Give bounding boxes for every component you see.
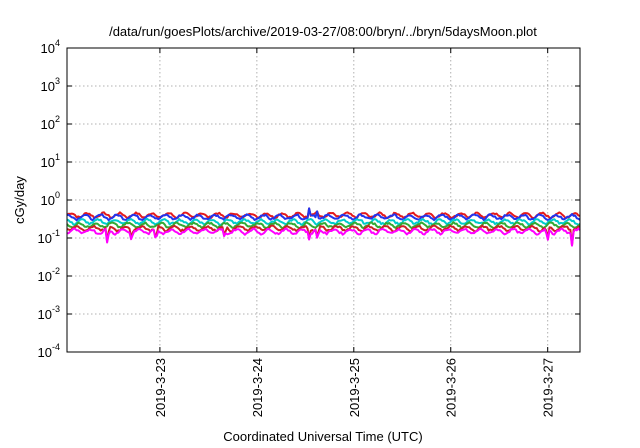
y-tick-label: 10-1 xyxy=(38,228,60,246)
grid xyxy=(67,48,580,352)
x-tick-label: 2019-3-25 xyxy=(347,358,362,417)
y-tick-label: 103 xyxy=(41,76,60,94)
x-tick-label: 2019-3-26 xyxy=(444,358,459,417)
y-tick-label: 104 xyxy=(41,38,60,56)
y-tick-label: 100 xyxy=(41,190,60,208)
y-tick-label: 10-4 xyxy=(38,342,60,360)
y-axis: 10-4 10-3 10-2 10-1 100 101 102 103 104 xyxy=(38,38,580,360)
series-line-3 xyxy=(66,217,581,226)
y-tick-label: 101 xyxy=(41,152,60,170)
x-tick-label: 2019-3-27 xyxy=(541,358,556,417)
series-group xyxy=(66,207,581,247)
chart-title: /data/run/goesPlots/archive/2019-03-27/0… xyxy=(109,24,537,39)
x-tick-label: 2019-3-24 xyxy=(250,358,265,417)
x-axis: 2019-3-23 2019-3-24 2019-3-25 2019-3-26 2019… xyxy=(153,48,556,417)
y-tick-label: 10-2 xyxy=(38,266,60,284)
x-axis-label: Coordinated Universal Time (UTC) xyxy=(223,429,422,444)
series-line-2 xyxy=(67,207,581,222)
series-line-5 xyxy=(66,224,581,247)
series-line-6 xyxy=(67,227,581,247)
x-tick-label: 2019-3-23 xyxy=(153,358,168,417)
y-tick-label: 10-3 xyxy=(38,304,60,322)
y-axis-label: cGy/day xyxy=(12,176,27,224)
y-tick-label: 102 xyxy=(41,114,60,132)
